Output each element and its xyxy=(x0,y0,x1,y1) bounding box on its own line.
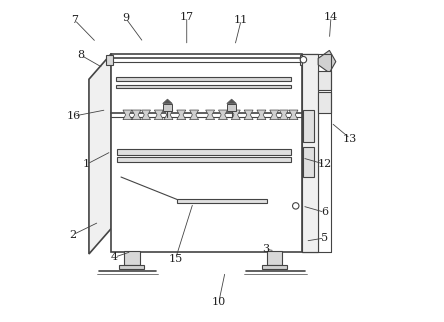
Text: 12: 12 xyxy=(317,159,332,169)
Polygon shape xyxy=(302,53,318,252)
Text: 3: 3 xyxy=(262,244,269,254)
Bar xyxy=(163,104,172,110)
Polygon shape xyxy=(89,53,111,254)
Text: 10: 10 xyxy=(212,297,226,307)
Bar xyxy=(117,149,291,155)
Text: 8: 8 xyxy=(77,50,84,60)
Text: 7: 7 xyxy=(71,15,78,25)
Circle shape xyxy=(300,56,307,63)
Bar xyxy=(302,53,318,252)
Bar xyxy=(303,147,314,177)
Polygon shape xyxy=(318,50,336,73)
Polygon shape xyxy=(279,110,288,120)
Polygon shape xyxy=(164,110,173,120)
Polygon shape xyxy=(289,110,298,120)
Polygon shape xyxy=(206,110,214,120)
Bar xyxy=(124,251,139,265)
Text: 6: 6 xyxy=(321,207,328,217)
Bar xyxy=(227,104,236,110)
Text: 14: 14 xyxy=(324,12,338,22)
Text: 11: 11 xyxy=(234,15,248,25)
Polygon shape xyxy=(231,110,240,120)
Circle shape xyxy=(293,203,299,209)
Bar xyxy=(300,54,305,65)
Text: 17: 17 xyxy=(180,12,194,22)
Text: 4: 4 xyxy=(111,252,118,262)
Polygon shape xyxy=(155,110,163,120)
Text: 1: 1 xyxy=(83,159,90,169)
Bar xyxy=(119,265,144,269)
Text: 16: 16 xyxy=(67,111,81,121)
Bar xyxy=(116,77,291,81)
Polygon shape xyxy=(257,110,266,120)
Bar xyxy=(177,199,267,203)
Polygon shape xyxy=(270,110,279,120)
Polygon shape xyxy=(227,99,236,104)
Bar xyxy=(267,251,282,265)
Bar xyxy=(303,110,314,142)
Polygon shape xyxy=(190,110,198,120)
Bar xyxy=(106,54,113,65)
Text: 13: 13 xyxy=(343,134,357,144)
Bar xyxy=(117,156,291,162)
Polygon shape xyxy=(218,110,227,120)
Bar xyxy=(318,92,331,113)
Text: 9: 9 xyxy=(122,13,129,23)
Bar xyxy=(116,85,291,88)
Text: 15: 15 xyxy=(168,254,182,264)
Text: 2: 2 xyxy=(69,230,76,240)
Polygon shape xyxy=(123,110,132,120)
Polygon shape xyxy=(132,110,141,120)
Polygon shape xyxy=(244,110,253,120)
Bar xyxy=(111,53,302,252)
Text: 5: 5 xyxy=(321,233,328,243)
Polygon shape xyxy=(163,99,172,104)
Bar xyxy=(262,265,287,269)
Polygon shape xyxy=(142,110,151,120)
Polygon shape xyxy=(177,110,186,120)
Bar xyxy=(318,71,331,90)
